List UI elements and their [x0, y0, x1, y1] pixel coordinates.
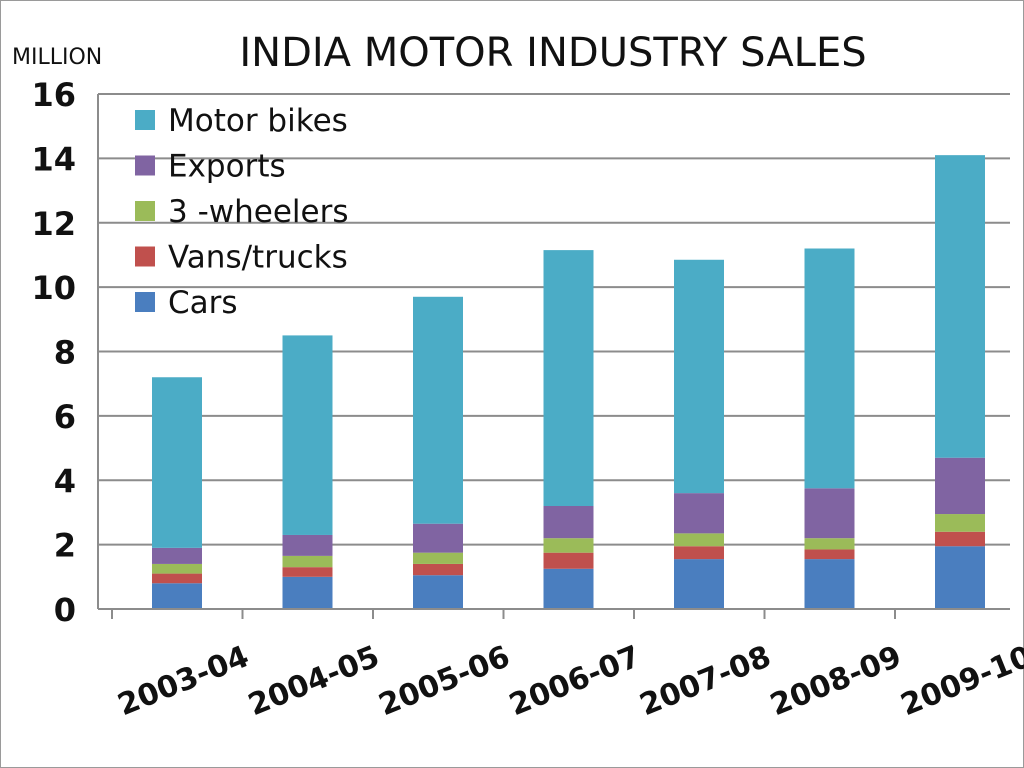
- x-tick-label: 2008-09: [766, 639, 907, 723]
- y-tick-label: 10: [31, 269, 76, 307]
- bar-segment-3-wheelers[interactable]: [152, 563, 202, 574]
- legend-swatch: [135, 246, 155, 267]
- bar-segment-cars[interactable]: [543, 568, 594, 609]
- bar-segment-exports[interactable]: [282, 534, 333, 556]
- y-tick-label: 14: [31, 140, 76, 178]
- legend-label: Vans/trucks: [168, 240, 348, 276]
- legend-swatch: [135, 155, 155, 176]
- legend-swatch: [135, 292, 155, 312]
- bar-segment-3-wheelers[interactable]: [804, 538, 855, 550]
- y-tick-label: 2: [54, 527, 76, 565]
- gridlines: [98, 93, 1010, 546]
- y-tick-label: 12: [31, 205, 76, 243]
- axes: [97, 94, 1010, 619]
- legend-label: Cars: [168, 285, 238, 321]
- bar-segment-vans-trucks[interactable]: [804, 549, 855, 560]
- bar-segment-exports[interactable]: [413, 523, 463, 553]
- x-tick-label: 2003-04: [113, 639, 254, 723]
- legend-label: Exports: [168, 149, 286, 185]
- legend-item[interactable]: Exports: [135, 149, 286, 185]
- legend-item[interactable]: Cars: [135, 285, 238, 321]
- bar-segment-cars[interactable]: [413, 575, 463, 609]
- bar-segment-exports[interactable]: [152, 547, 202, 564]
- legend-label: Motor bikes: [168, 103, 348, 139]
- x-tick-label: 2007-08: [635, 639, 776, 723]
- legend-item[interactable]: Motor bikes: [135, 103, 348, 139]
- y-tick-label: 16: [31, 76, 76, 114]
- bar-segment-3-wheelers[interactable]: [413, 552, 463, 564]
- bar-segment-motor-bikes[interactable]: [543, 250, 594, 506]
- bar-segment-vans-trucks[interactable]: [413, 563, 463, 576]
- bars-group: [152, 155, 985, 609]
- bar-segment-vans-trucks[interactable]: [674, 546, 724, 560]
- bar-segment-vans-trucks[interactable]: [543, 552, 594, 569]
- bar-segment-vans-trucks[interactable]: [935, 531, 985, 547]
- legend-swatch: [135, 110, 155, 130]
- x-tick-label: 2005-06: [374, 639, 515, 723]
- bar-segment-exports[interactable]: [935, 457, 985, 515]
- legend-swatch: [135, 201, 155, 221]
- bar-segment-motor-bikes[interactable]: [804, 248, 855, 489]
- y-tick-label: 6: [54, 398, 76, 436]
- bar-segment-motor-bikes[interactable]: [935, 155, 985, 458]
- y-tick-label: 0: [54, 591, 76, 629]
- bar-segment-3-wheelers[interactable]: [282, 555, 333, 568]
- bar-segment-vans-trucks[interactable]: [282, 567, 333, 577]
- bar-segment-3-wheelers[interactable]: [543, 538, 594, 553]
- bar-segment-cars[interactable]: [674, 559, 724, 609]
- bar-segment-cars[interactable]: [152, 583, 202, 609]
- x-tick-labels: 2003-042004-052005-062006-072007-082008-…: [113, 639, 1024, 723]
- bar-segment-motor-bikes[interactable]: [282, 335, 333, 535]
- legend-item[interactable]: 3 -wheelers: [135, 194, 349, 230]
- x-tick-label: 2009-10: [896, 639, 1024, 723]
- bar-segment-motor-bikes[interactable]: [413, 296, 463, 524]
- bar-segment-3-wheelers[interactable]: [674, 533, 724, 547]
- bar-segment-cars[interactable]: [804, 559, 855, 609]
- y-axis-unit-label: MILLION: [12, 45, 102, 70]
- bar-segment-motor-bikes[interactable]: [674, 259, 724, 494]
- bar-segment-motor-bikes[interactable]: [152, 377, 202, 548]
- x-tick-label: 2004-05: [244, 639, 385, 723]
- legend-item[interactable]: Vans/trucks: [135, 240, 348, 276]
- y-tick-labels: 0 2 4 6 8 10 12 14 16: [31, 76, 76, 629]
- bar-segment-exports[interactable]: [674, 493, 724, 534]
- x-tick-label: 2006-07: [505, 639, 646, 723]
- y-tick-label: 8: [54, 334, 76, 372]
- chart-title: INDIA MOTOR INDUSTRY SALES: [239, 30, 866, 76]
- legend-label: 3 -wheelers: [168, 194, 349, 230]
- bar-segment-exports[interactable]: [804, 488, 855, 539]
- legend[interactable]: Motor bikes Exports 3 -wheelers Vans/trucks…: [135, 103, 349, 321]
- bar-segment-exports[interactable]: [543, 506, 594, 539]
- y-tick-label: 4: [54, 462, 76, 500]
- bar-segment-vans-trucks[interactable]: [152, 573, 202, 584]
- bar-segment-cars[interactable]: [935, 546, 985, 609]
- bar-segment-3-wheelers[interactable]: [935, 514, 985, 532]
- bar-segment-cars[interactable]: [282, 576, 333, 609]
